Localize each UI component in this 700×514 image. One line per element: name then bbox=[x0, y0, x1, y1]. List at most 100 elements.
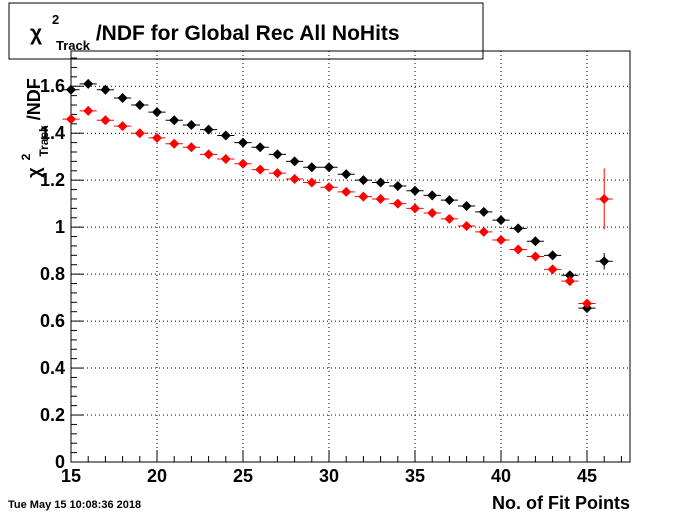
data-point bbox=[134, 100, 145, 111]
data-point bbox=[255, 142, 266, 153]
data-point bbox=[513, 244, 524, 255]
plot-frame bbox=[70, 50, 631, 463]
y-tick-label: 1.6 bbox=[40, 76, 65, 96]
data-point bbox=[83, 105, 94, 116]
data-point bbox=[169, 138, 180, 149]
data-point bbox=[410, 185, 420, 196]
data-point bbox=[478, 226, 489, 237]
y-axis-title: χ 2 Track /NDF bbox=[14, 78, 52, 177]
y-tick-label: 1.2 bbox=[40, 170, 65, 190]
data-point bbox=[272, 149, 283, 160]
data-point bbox=[444, 213, 455, 224]
axes: 15 20 25 30 35 40 45 0 0.2 0.4 0.6 0.8 1 1.2 1.4 1.6 bbox=[40, 57, 622, 486]
data-point bbox=[186, 119, 197, 130]
data-point bbox=[392, 181, 403, 192]
data-point bbox=[341, 169, 352, 180]
data-point bbox=[117, 92, 128, 103]
data-point bbox=[66, 114, 76, 125]
data-point bbox=[530, 251, 541, 262]
title-superscript: 2 bbox=[52, 12, 59, 27]
data-point bbox=[169, 115, 180, 126]
data-point bbox=[513, 223, 524, 234]
data-point bbox=[582, 298, 592, 309]
data-point bbox=[83, 78, 94, 89]
data-point bbox=[427, 208, 438, 219]
data-point bbox=[478, 206, 489, 217]
data-point bbox=[134, 128, 145, 139]
y-tick-label: 0.2 bbox=[40, 405, 65, 425]
data-point bbox=[220, 130, 231, 141]
y-tick-label: 0.4 bbox=[40, 358, 65, 378]
data-point bbox=[289, 156, 300, 167]
y-tick-label: 0.6 bbox=[40, 311, 65, 331]
series bbox=[62, 78, 613, 314]
x-tick-label: 35 bbox=[405, 466, 425, 486]
y-title-rest: /NDF bbox=[24, 78, 44, 120]
data-point bbox=[564, 276, 575, 287]
data-point bbox=[238, 137, 248, 148]
y-tick-label: 1.4 bbox=[40, 123, 65, 143]
y-tick-label: 0 bbox=[55, 452, 65, 472]
title-symbol: χ bbox=[30, 22, 42, 45]
x-tick-label: 15 bbox=[61, 466, 81, 486]
x-tick-label: 25 bbox=[233, 466, 253, 486]
data-point bbox=[410, 203, 420, 214]
data-point bbox=[375, 177, 386, 188]
data-point bbox=[220, 154, 231, 165]
data-point bbox=[375, 193, 386, 204]
title-box bbox=[8, 2, 484, 60]
data-point bbox=[427, 190, 438, 201]
data-point bbox=[152, 132, 162, 143]
series-1 bbox=[62, 78, 613, 314]
data-point bbox=[186, 142, 197, 153]
data-point bbox=[324, 162, 334, 173]
data-point bbox=[117, 121, 128, 132]
data-point bbox=[599, 193, 610, 204]
y-title-subscript: Track bbox=[37, 125, 51, 157]
y-tick-label: 0.8 bbox=[40, 264, 65, 284]
data-point bbox=[496, 215, 506, 226]
data-point bbox=[100, 115, 111, 126]
y-tick-label: 1 bbox=[55, 217, 65, 237]
y-title-symbol: χ bbox=[24, 167, 44, 178]
grid bbox=[71, 51, 630, 462]
title-rest: /NDF for Global Rec All NoHits bbox=[96, 22, 400, 45]
data-point bbox=[203, 124, 214, 135]
data-point bbox=[306, 162, 317, 173]
data-point bbox=[530, 236, 541, 247]
data-point bbox=[100, 84, 111, 95]
x-tick-label: 40 bbox=[491, 466, 511, 486]
data-point bbox=[392, 198, 403, 209]
data-point bbox=[203, 149, 214, 160]
svg-text:χ 2 Track /N: χ 2 Track /NDF bbox=[14, 78, 52, 177]
data-point bbox=[272, 168, 283, 179]
title-subscript: Track bbox=[56, 38, 91, 53]
data-point bbox=[238, 158, 248, 169]
data-point bbox=[564, 270, 575, 281]
x-tick-label: 20 bbox=[147, 466, 167, 486]
data-point bbox=[358, 175, 369, 186]
data-point bbox=[358, 191, 369, 202]
y-title-superscript: 2 bbox=[19, 153, 33, 160]
data-point bbox=[152, 107, 162, 118]
series-2 bbox=[62, 105, 613, 309]
data-point bbox=[324, 182, 334, 193]
data-point bbox=[289, 173, 300, 184]
data-point bbox=[461, 220, 472, 231]
x-tick-label: 45 bbox=[577, 466, 597, 486]
x-axis-title: No. of Fit Points bbox=[492, 493, 630, 513]
data-point bbox=[66, 84, 76, 95]
data-point bbox=[599, 256, 610, 267]
data-point bbox=[306, 177, 317, 188]
data-point bbox=[547, 264, 558, 275]
x-tick-label: 30 bbox=[319, 466, 339, 486]
data-point bbox=[496, 235, 506, 246]
title-text: χ 2 Track /NDF for Global Rec All NoHits bbox=[30, 6, 400, 55]
data-point bbox=[461, 201, 472, 212]
data-point bbox=[444, 195, 455, 206]
chart-title: χ 2 Track /NDF for Global Rec All NoHits bbox=[8, 2, 484, 60]
timestamp: Tue May 15 10:08:36 2018 bbox=[8, 499, 141, 511]
data-point bbox=[255, 164, 266, 175]
data-point bbox=[547, 250, 558, 261]
